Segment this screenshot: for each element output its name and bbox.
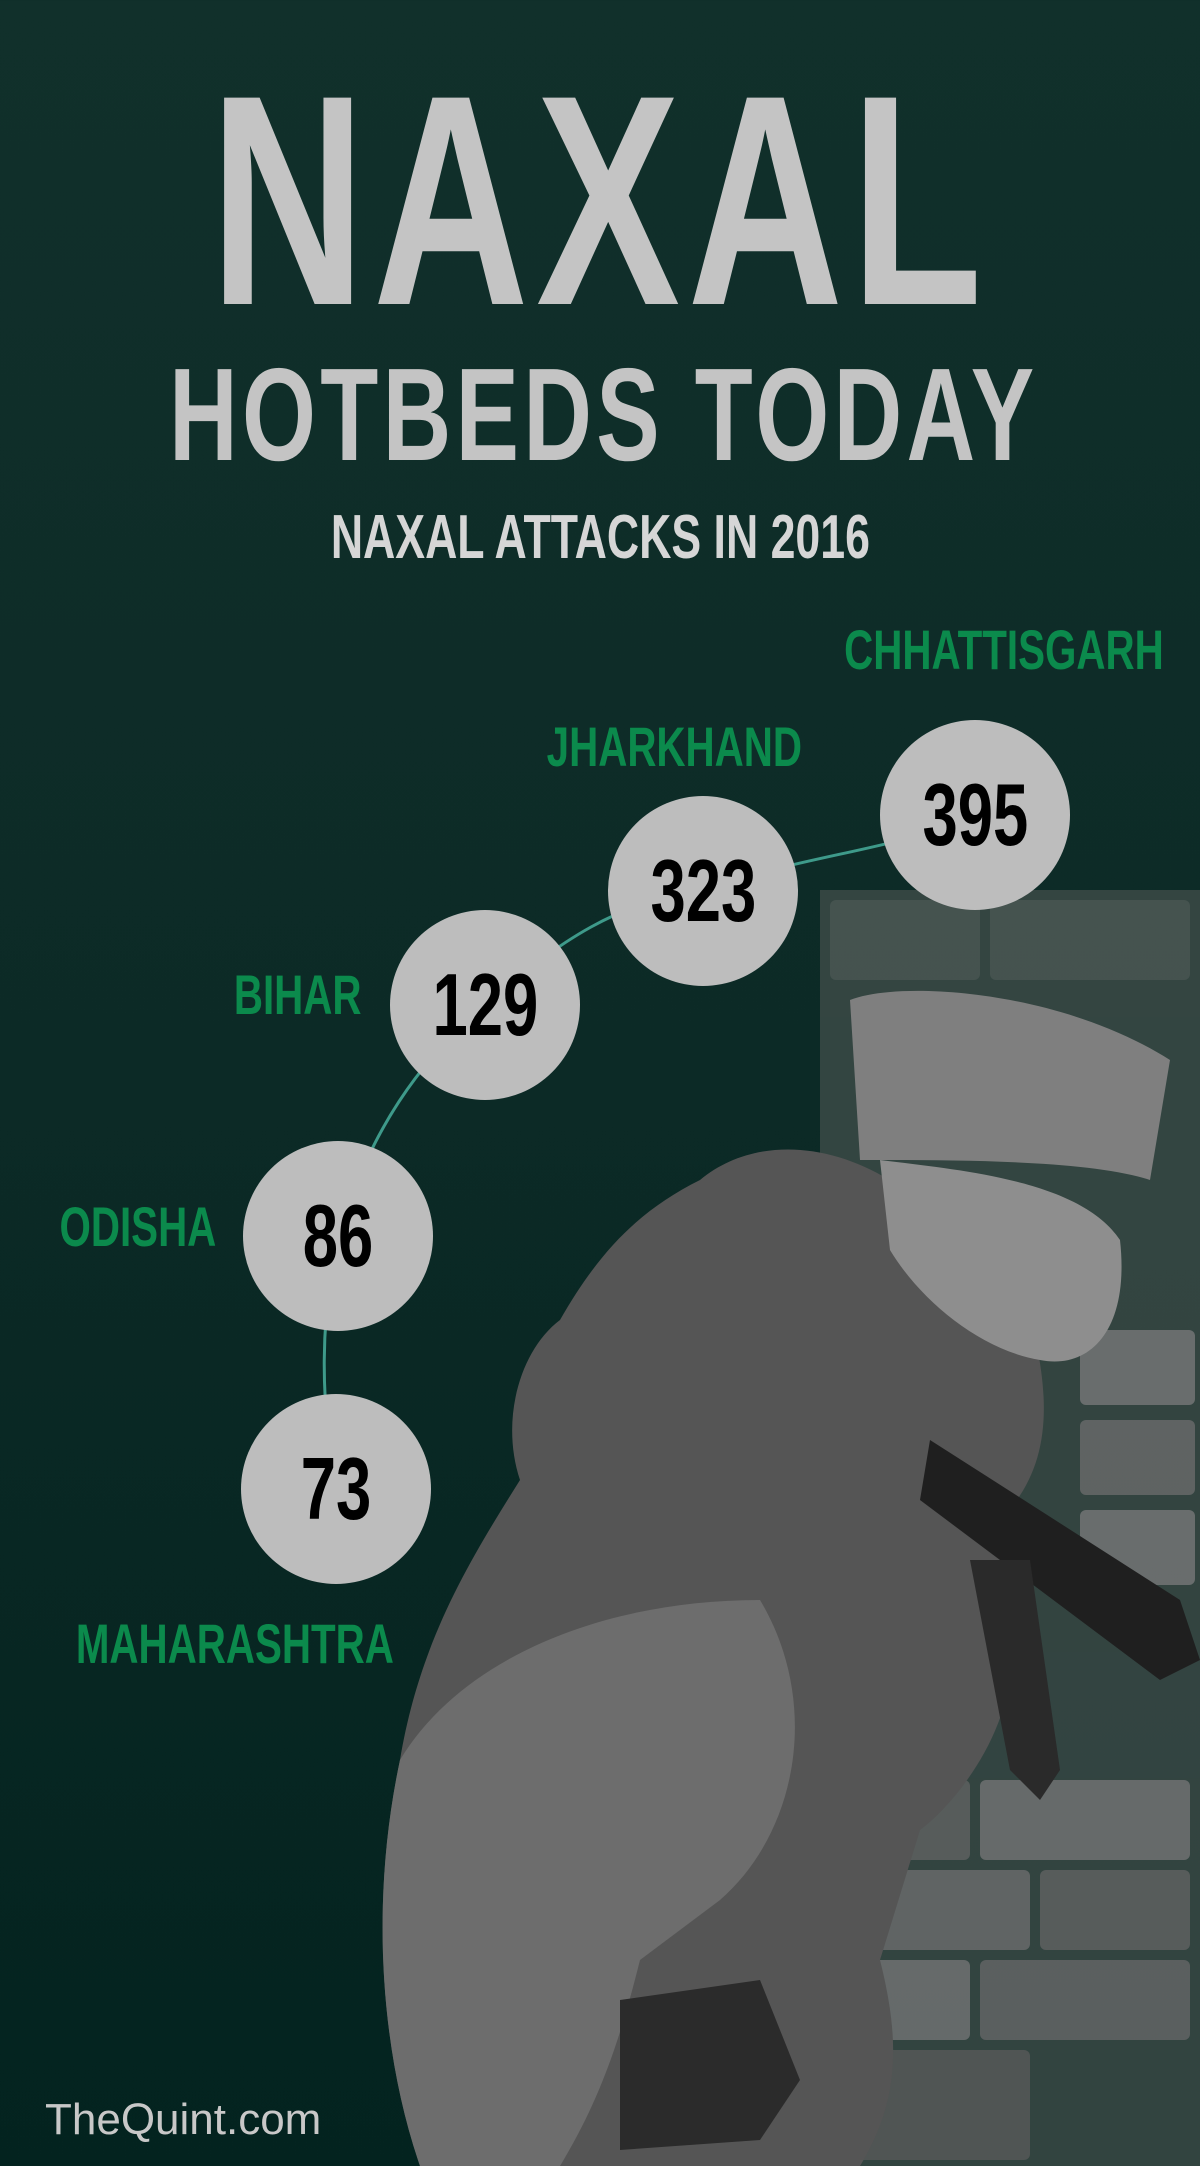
brand-watermark: TheQuint.com: [45, 2095, 322, 2144]
title-line1: NAXAL: [210, 32, 990, 368]
value-circle-chhattisgarh: 395: [880, 720, 1070, 910]
value-circle-maharashtra: 73: [241, 1394, 431, 1584]
label-bihar: BIHAR: [234, 963, 362, 1026]
label-odisha: ODISHA: [59, 1195, 217, 1258]
soldier-image: [382, 990, 1200, 2166]
value-circle-odisha: 86: [243, 1141, 433, 1331]
label-maharashtra: MAHARASHTRA: [75, 1612, 395, 1675]
chart-subtitle: NAXAL ATTACKS IN 2016: [330, 503, 870, 572]
value-circle-jharkhand: 323: [608, 796, 798, 986]
title-line2: HOTBEDS TODAY: [169, 341, 1039, 488]
value-circle-bihar: 129: [390, 910, 580, 1100]
label-chhattisgarh: CHHATTISGARH: [844, 618, 1164, 681]
label-jharkhand: JHARKHAND: [546, 715, 802, 778]
